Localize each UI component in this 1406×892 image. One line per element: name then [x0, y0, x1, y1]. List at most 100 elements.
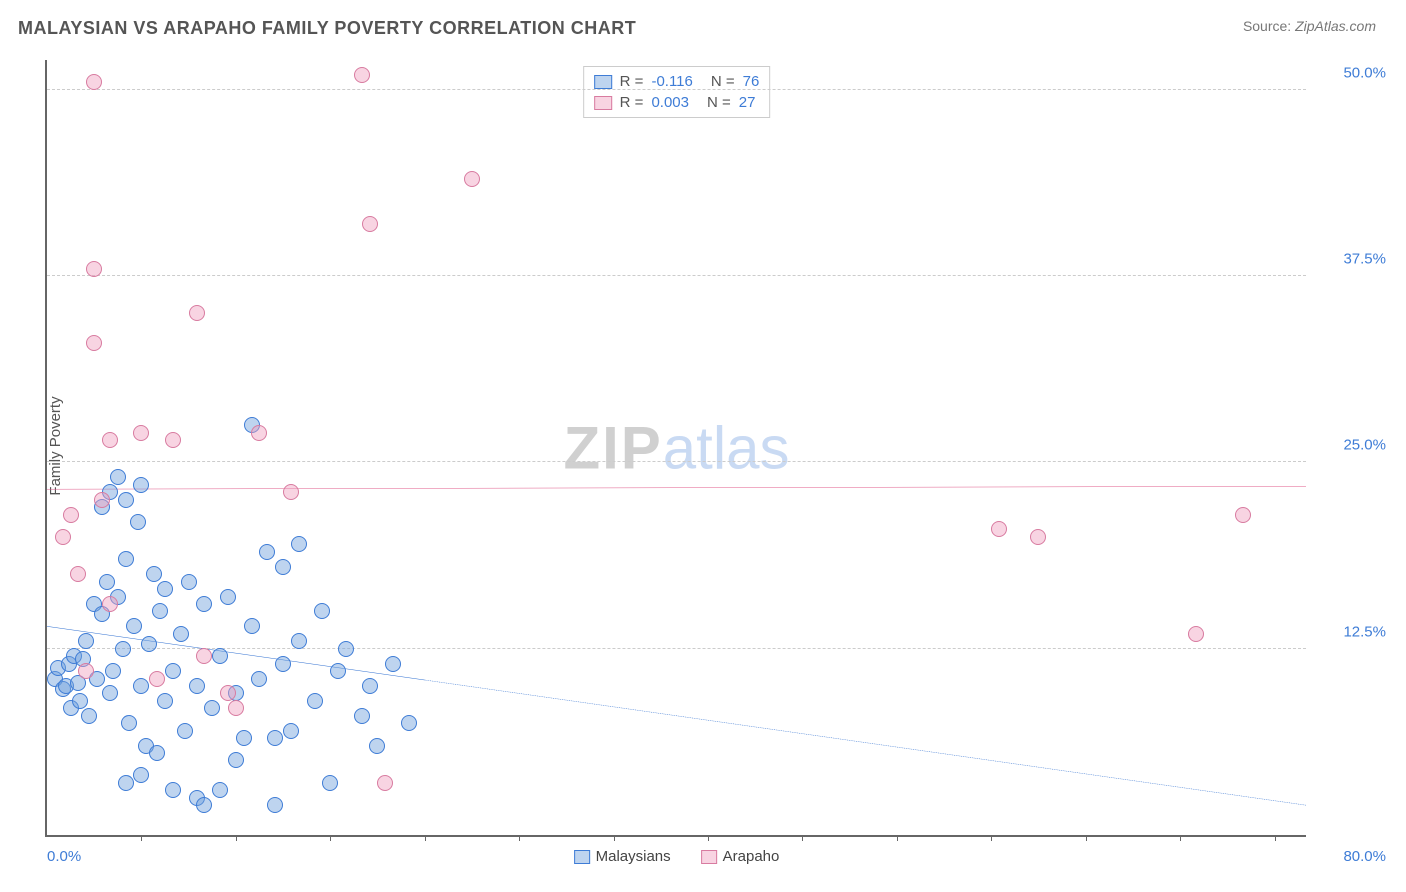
source-value: ZipAtlas.com [1295, 18, 1376, 34]
x-tick [519, 835, 520, 841]
data-point [121, 715, 137, 731]
data-point [152, 603, 168, 619]
data-point [99, 574, 115, 590]
gridline [47, 89, 1306, 90]
data-point [78, 663, 94, 679]
data-point [189, 305, 205, 321]
data-point [141, 636, 157, 652]
data-point [78, 633, 94, 649]
data-point [244, 618, 260, 634]
legend-series: Malaysians Arapaho [574, 848, 780, 865]
data-point [330, 663, 346, 679]
data-point [94, 492, 110, 508]
watermark-part1: ZIP [563, 414, 662, 481]
legend-n-label-2: N = [707, 94, 731, 111]
data-point [228, 752, 244, 768]
data-point [72, 693, 88, 709]
data-point [133, 767, 149, 783]
data-point [314, 603, 330, 619]
data-point [157, 693, 173, 709]
data-point [133, 477, 149, 493]
data-point [362, 678, 378, 694]
data-point [165, 782, 181, 798]
data-point [283, 723, 299, 739]
data-point [291, 633, 307, 649]
data-point [118, 551, 134, 567]
data-point [86, 261, 102, 277]
data-point [322, 775, 338, 791]
y-tick-label: 50.0% [1316, 64, 1386, 81]
data-point [228, 700, 244, 716]
data-point [212, 782, 228, 798]
legend-swatch-arapaho [594, 96, 612, 110]
data-point [354, 67, 370, 83]
data-point [86, 74, 102, 90]
data-point [220, 685, 236, 701]
gridline [47, 275, 1306, 276]
data-point [86, 335, 102, 351]
data-point [251, 671, 267, 687]
legend-label-arapaho: Arapaho [723, 848, 780, 865]
legend-stats-row-2: R = 0.003 N = 27 [594, 92, 760, 113]
data-point [1188, 626, 1204, 642]
data-point [115, 641, 131, 657]
trend-line-dashed [425, 680, 1306, 805]
watermark-part2: atlas [663, 414, 790, 481]
chart-title: MALAYSIAN VS ARAPAHO FAMILY POVERTY CORR… [18, 18, 636, 39]
source-label: Source: [1243, 18, 1295, 34]
trend-overlay [47, 60, 1306, 835]
data-point [81, 708, 97, 724]
data-point [118, 492, 134, 508]
x-tick [991, 835, 992, 841]
data-point [204, 700, 220, 716]
data-point [464, 171, 480, 187]
legend-label-malaysians: Malaysians [596, 848, 671, 865]
data-point [338, 641, 354, 657]
data-point [1030, 529, 1046, 545]
data-point [133, 425, 149, 441]
x-tick [1180, 835, 1181, 841]
data-point [212, 648, 228, 664]
x-tick [236, 835, 237, 841]
x-tick [708, 835, 709, 841]
data-point [55, 529, 71, 545]
data-point [401, 715, 417, 731]
data-point [63, 507, 79, 523]
legend-n-label: N = [711, 73, 735, 90]
data-point [173, 626, 189, 642]
y-tick-label: 37.5% [1316, 251, 1386, 268]
x-tick [614, 835, 615, 841]
x-tick [330, 835, 331, 841]
data-point [196, 596, 212, 612]
data-point [177, 723, 193, 739]
legend-swatch-malaysians-bottom [574, 850, 590, 864]
data-point [146, 566, 162, 582]
legend-r-label: R = [620, 73, 644, 90]
data-point [991, 521, 1007, 537]
watermark: ZIPatlas [563, 413, 789, 482]
legend-n-value-2: 27 [739, 94, 756, 111]
data-point [102, 685, 118, 701]
y-tick-label: 25.0% [1316, 437, 1386, 454]
data-point [102, 432, 118, 448]
data-point [362, 216, 378, 232]
x-tick [897, 835, 898, 841]
legend-r-value-2: 0.003 [651, 94, 689, 111]
chart-container: MALAYSIAN VS ARAPAHO FAMILY POVERTY CORR… [0, 0, 1406, 892]
data-point [102, 596, 118, 612]
legend-n-value-1: 76 [743, 73, 760, 90]
data-point [377, 775, 393, 791]
data-point [196, 797, 212, 813]
legend-item-malaysians: Malaysians [574, 848, 671, 865]
data-point [149, 745, 165, 761]
legend-item-arapaho: Arapaho [701, 848, 780, 865]
trend-line-solid [47, 626, 425, 680]
x-tick [1086, 835, 1087, 841]
y-tick-label: 12.5% [1316, 623, 1386, 640]
legend-r-label-2: R = [620, 94, 644, 111]
data-point [267, 797, 283, 813]
data-point [110, 469, 126, 485]
gridline [47, 461, 1306, 462]
scatter-plot: ZIPatlas R = -0.116 N = 76 R = 0.003 N =… [45, 60, 1306, 837]
data-point [267, 730, 283, 746]
